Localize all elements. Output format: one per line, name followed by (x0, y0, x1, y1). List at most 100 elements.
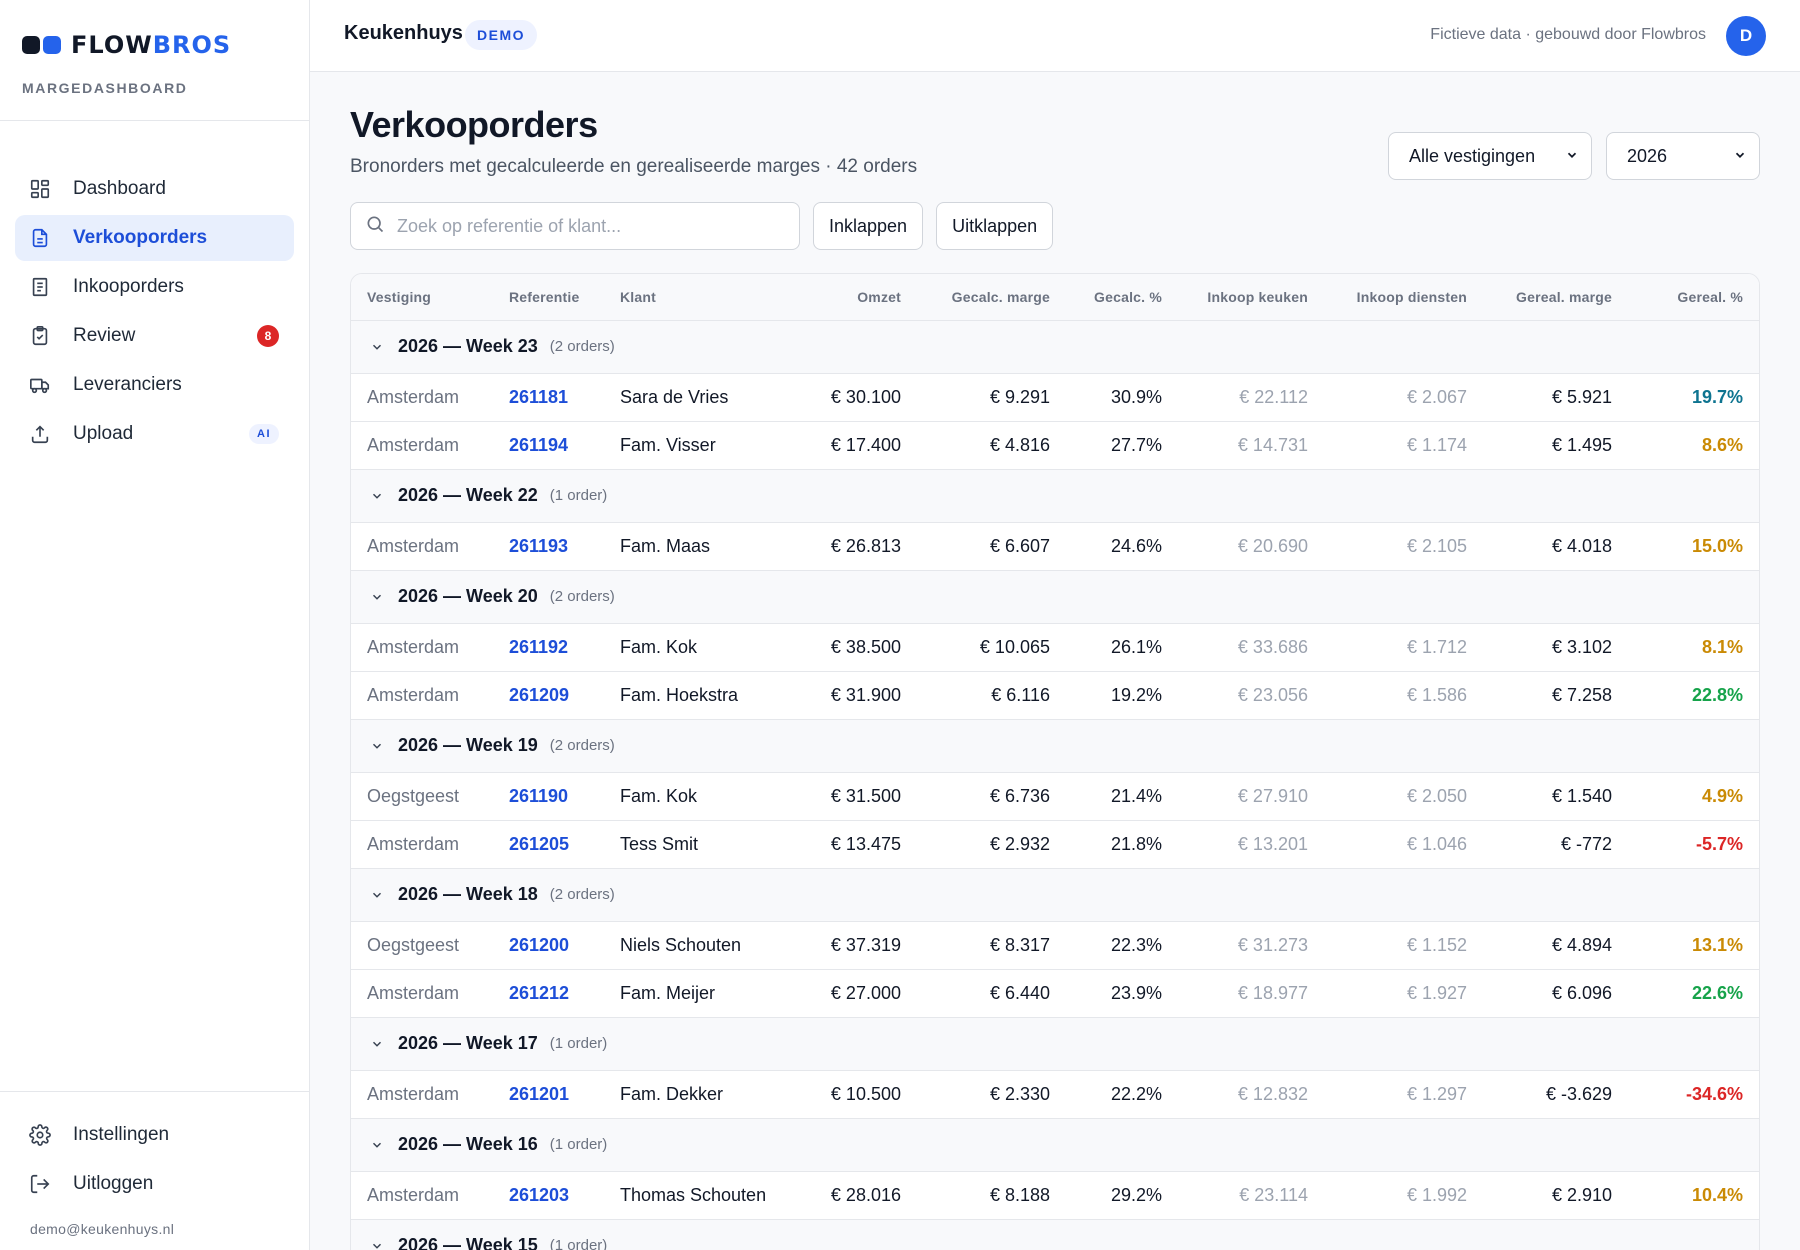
table-row[interactable]: Amsterdam 261192 Fam. Kok € 38.500 € 10.065 2… (351, 623, 1759, 672)
week-group-row[interactable]: 2026 — Week 17 (1 order) (351, 1017, 1759, 1071)
chevron-down-icon[interactable] (370, 888, 384, 902)
cell-inkoop-keuken: € 20.690 (1178, 522, 1324, 571)
chevron-down-icon[interactable] (370, 1138, 384, 1152)
cell-gecalc-pct: 26.1% (1066, 623, 1178, 672)
order-reference-link[interactable]: 261203 (493, 1171, 604, 1220)
cell-inkoop-diensten: € 1.152 (1324, 921, 1483, 970)
cell-gereal-pct: 8.6% (1628, 421, 1759, 470)
col-gereal-marge[interactable]: Gereal. marge (1483, 274, 1628, 321)
col-referentie[interactable]: Referentie (493, 274, 604, 321)
week-group-row[interactable]: 2026 — Week 20 (2 orders) (351, 570, 1759, 624)
order-reference-link[interactable]: 261190 (493, 772, 604, 821)
table-row[interactable]: Amsterdam 261205 Tess Smit € 13.475 € 2.932 2… (351, 820, 1759, 869)
sidebar-item-review[interactable]: Review 8 (15, 313, 294, 359)
week-group-title: 2026 — Week 16 (398, 1134, 538, 1154)
col-inkoop-keuken[interactable]: Inkoop keuken (1178, 274, 1324, 321)
col-gecalc-marge[interactable]: Gecalc. marge (917, 274, 1066, 321)
cell-gereal-pct: 10.4% (1628, 1171, 1759, 1220)
table-row[interactable]: Amsterdam 261201 Fam. Dekker € 10.500 € 2.33… (351, 1070, 1759, 1119)
chevron-down-icon[interactable] (370, 1239, 384, 1250)
col-omzet[interactable]: Omzet (799, 274, 917, 321)
table-row[interactable]: Amsterdam 261203 Thomas Schouten € 28.016 € … (351, 1171, 1759, 1220)
sidebar-item-inkooporders[interactable]: Inkooporders (15, 264, 294, 310)
expand-all-button[interactable]: Uitklappen (936, 202, 1054, 250)
cell-inkoop-keuken: € 14.731 (1178, 421, 1324, 470)
order-reference-link[interactable]: 261212 (493, 969, 604, 1018)
week-group-row[interactable]: 2026 — Week 23 (2 orders) (351, 320, 1759, 374)
cell-inkoop-diensten: € 1.046 (1324, 820, 1483, 869)
cell-vestiging: Amsterdam (351, 522, 493, 571)
sidebar-item-instellingen[interactable]: Instellingen (15, 1112, 294, 1158)
order-reference-link[interactable]: 261193 (493, 522, 604, 571)
col-gecalc-pct[interactable]: Gecalc. % (1066, 274, 1178, 321)
table-row[interactable]: Oegstgeest 261200 Niels Schouten € 37.319 € … (351, 921, 1759, 970)
sidebar-item-dashboard[interactable]: Dashboard (15, 166, 294, 212)
logout-icon (29, 1173, 51, 1195)
search-input[interactable] (397, 215, 777, 237)
chevron-down-icon[interactable] (370, 739, 384, 753)
sidebar-item-verkooporders[interactable]: Verkooporders (15, 215, 294, 261)
order-reference-link[interactable]: 261200 (493, 921, 604, 970)
table-row[interactable]: Amsterdam 261212 Fam. Meijer € 27.000 € 6.44… (351, 969, 1759, 1018)
cell-klant: Fam. Meijer (604, 969, 799, 1018)
cell-gereal-marge: € 5.921 (1483, 373, 1628, 422)
order-reference-link[interactable]: 261201 (493, 1070, 604, 1119)
cell-omzet: € 17.400 (799, 421, 917, 470)
cell-omzet: € 30.100 (799, 373, 917, 422)
cell-gereal-marge: € 1.495 (1483, 421, 1628, 470)
order-reference-link[interactable]: 261205 (493, 820, 604, 869)
table-row[interactable]: Amsterdam 261194 Fam. Visser € 17.400 € 4.81… (351, 421, 1759, 470)
week-group-count: (1 order) (549, 487, 608, 504)
logo-text: FLOWBROS (71, 31, 232, 59)
chevron-down-icon[interactable] (370, 1037, 384, 1051)
sidebar-item-upload[interactable]: Upload AI (15, 411, 294, 457)
week-group-row[interactable]: 2026 — Week 16 (1 order) (351, 1118, 1759, 1172)
week-group-row[interactable]: 2026 — Week 15 (1 order) (351, 1219, 1759, 1250)
year-select[interactable]: 2026 (1606, 132, 1760, 180)
table-row[interactable]: Oegstgeest 261190 Fam. Kok € 31.500 € 6.736 2… (351, 772, 1759, 821)
location-select[interactable]: Alle vestigingen (1388, 132, 1592, 180)
cell-klant: Fam. Dekker (604, 1070, 799, 1119)
col-vestiging[interactable]: Vestiging (351, 274, 493, 321)
collapse-all-button[interactable]: Inklappen (813, 202, 924, 250)
sidebar-item-label: Upload (73, 423, 134, 444)
chevron-down-icon[interactable] (370, 590, 384, 604)
cell-gecalc-marge: € 6.440 (917, 969, 1066, 1018)
sidebar-item-label: Inkooporders (73, 276, 184, 297)
table-header: Vestiging Referentie Klant Omzet Gecalc.… (351, 274, 1759, 321)
col-gereal-pct[interactable]: Gereal. % (1628, 274, 1759, 321)
sidebar-item-label: Verkooporders (73, 227, 208, 248)
sidebar-item-label: Leveranciers (73, 374, 182, 395)
logo[interactable]: FLOWBROS (22, 30, 287, 60)
cell-klant: Fam. Hoekstra (604, 671, 799, 720)
table-row[interactable]: Amsterdam 261193 Fam. Maas € 26.813 € 6.607 2… (351, 522, 1759, 571)
cell-vestiging: Amsterdam (351, 373, 493, 422)
cell-gereal-marge: € 1.540 (1483, 772, 1628, 821)
sidebar-item-leveranciers[interactable]: Leveranciers (15, 362, 294, 408)
col-klant[interactable]: Klant (604, 274, 799, 321)
week-group-row[interactable]: 2026 — Week 22 (1 order) (351, 469, 1759, 523)
week-group-count: (2 orders) (549, 737, 615, 754)
cell-gecalc-marge: € 9.291 (917, 373, 1066, 422)
sidebar-item-uitloggen[interactable]: Uitloggen (15, 1161, 294, 1207)
order-reference-link[interactable]: 261181 (493, 373, 604, 422)
chevron-down-icon[interactable] (370, 340, 384, 354)
table-row[interactable]: Amsterdam 261181 Sara de Vries € 30.100 € 9.… (351, 373, 1759, 422)
table-row[interactable]: Amsterdam 261209 Fam. Hoekstra € 31.900 € 6.… (351, 671, 1759, 720)
cell-gecalc-marge: € 2.932 (917, 820, 1066, 869)
cell-inkoop-keuken: € 27.910 (1178, 772, 1324, 821)
order-reference-link[interactable]: 261192 (493, 623, 604, 672)
avatar[interactable]: D (1726, 16, 1766, 56)
col-inkoop-diensten[interactable]: Inkoop diensten (1324, 274, 1483, 321)
cell-inkoop-keuken: € 13.201 (1178, 820, 1324, 869)
order-reference-link[interactable]: 261194 (493, 421, 604, 470)
cell-gereal-marge: € 4.018 (1483, 522, 1628, 571)
order-reference-link[interactable]: 261209 (493, 671, 604, 720)
week-group-title: 2026 — Week 15 (398, 1235, 538, 1250)
week-group-title: 2026 — Week 18 (398, 884, 538, 904)
week-group-row[interactable]: 2026 — Week 19 (2 orders) (351, 719, 1759, 773)
cell-omzet: € 31.500 (799, 772, 917, 821)
week-group-row[interactable]: 2026 — Week 18 (2 orders) (351, 868, 1759, 922)
chevron-down-icon[interactable] (370, 489, 384, 503)
data-note: Fictieve data · gebouwd door Flowbros (1430, 26, 1706, 43)
